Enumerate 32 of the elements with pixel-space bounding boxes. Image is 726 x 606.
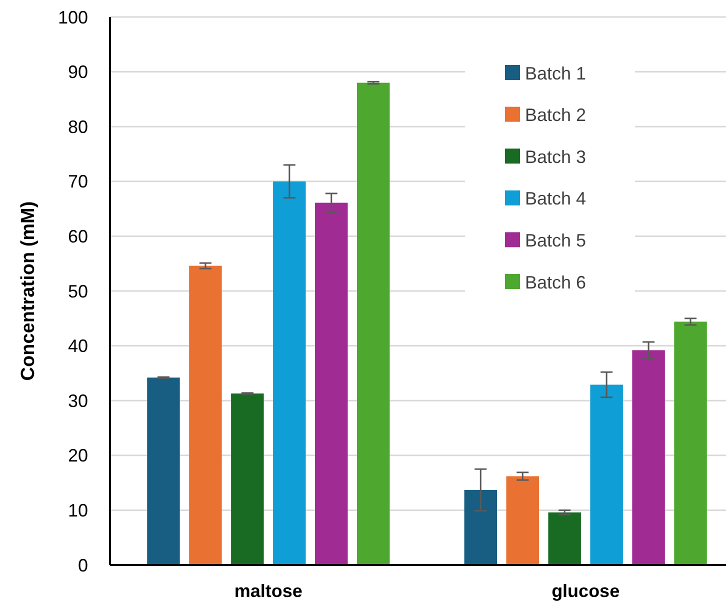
bar [273, 181, 306, 565]
bar [189, 266, 222, 565]
bar [674, 322, 707, 565]
bar [231, 393, 264, 565]
x-tick-label: glucose [552, 581, 620, 601]
legend-label: Batch 4 [525, 188, 586, 209]
bar [632, 350, 665, 565]
bar [464, 490, 498, 565]
y-tick-label: 100 [58, 7, 88, 28]
bar [590, 384, 623, 565]
bar [548, 512, 581, 565]
bar [356, 82, 390, 565]
y-tick-label: 50 [68, 281, 88, 302]
y-tick-label: 80 [68, 116, 88, 137]
y-tick-label: 0 [78, 555, 88, 576]
y-tick-label: 40 [68, 336, 88, 356]
bar [147, 378, 180, 565]
legend-label: Batch 1 [525, 63, 586, 84]
legend-label: Batch 3 [525, 146, 586, 167]
y-tick-label: 20 [68, 446, 88, 466]
y-axis-title: Concentration (mM) [18, 201, 39, 381]
bar [506, 476, 539, 565]
y-tick-label: 10 [68, 500, 88, 520]
legend-label: Batch 2 [525, 105, 586, 126]
y-tick-label: 70 [68, 172, 88, 192]
y-tick-label: 60 [68, 226, 88, 246]
legend-label: Batch 5 [525, 230, 586, 250]
y-tick-label: 30 [68, 390, 88, 411]
legend-label: Batch 6 [525, 272, 586, 292]
y-tick-label: 90 [68, 62, 88, 82]
bar [315, 202, 348, 565]
x-tick-label: maltose [234, 581, 302, 601]
